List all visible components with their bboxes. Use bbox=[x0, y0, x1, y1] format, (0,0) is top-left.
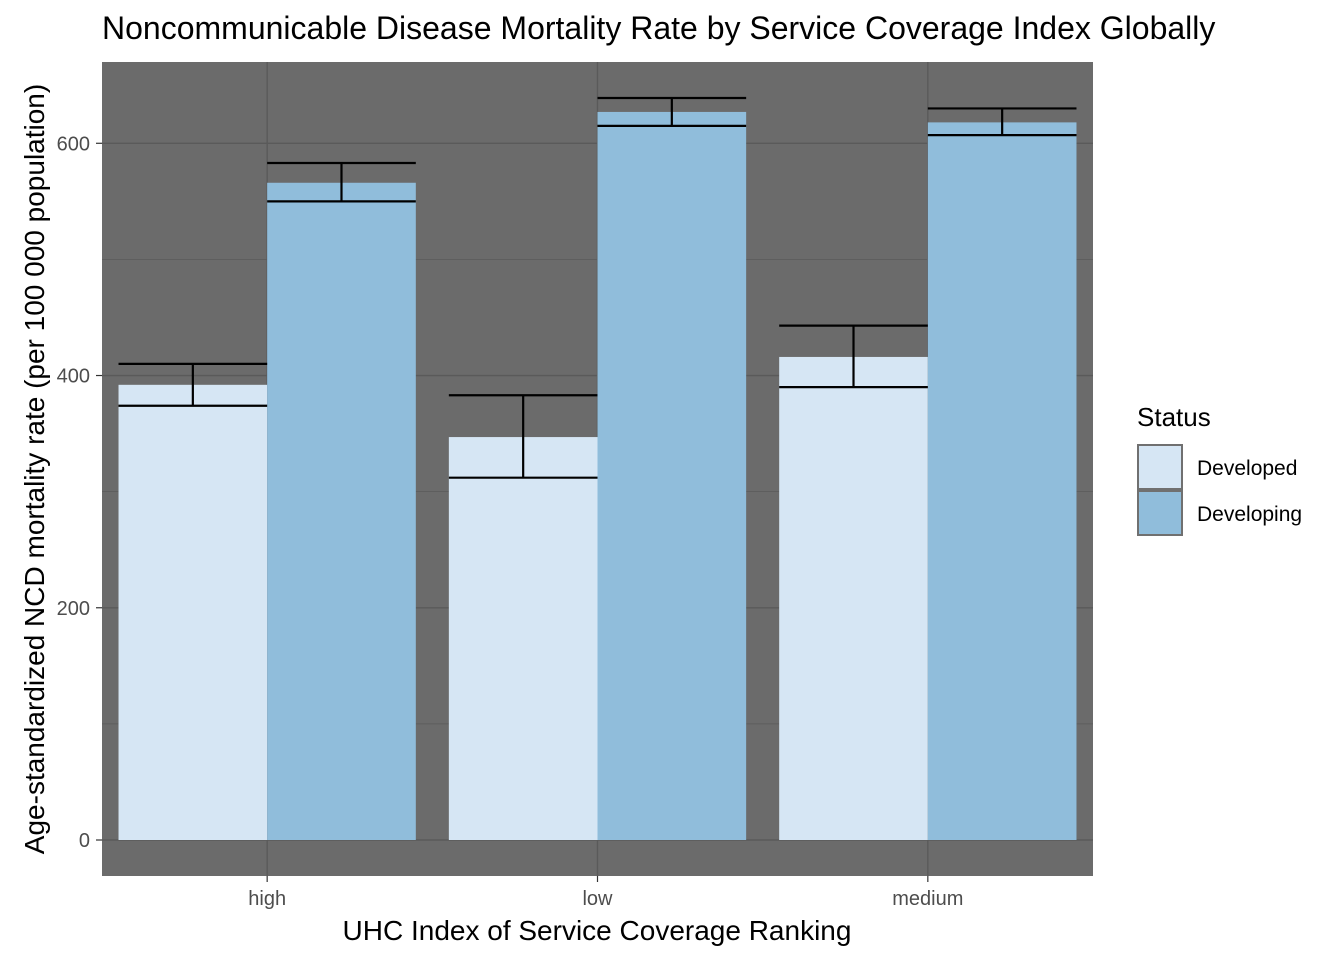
legend: Status Developed Developing bbox=[1137, 402, 1302, 536]
error-bar-developing-medium bbox=[927, 107, 1077, 137]
y-axis: 0 200 400 600 bbox=[57, 133, 102, 852]
y-tick-label: 400 bbox=[57, 366, 90, 388]
y-tick-label: 200 bbox=[57, 598, 90, 620]
legend-item-developed: Developed bbox=[1137, 444, 1297, 490]
x-axis: high low medium bbox=[248, 876, 963, 910]
bar-developing-low bbox=[597, 111, 747, 841]
y-axis-title: Age-standardized NCD mortality rate (per… bbox=[19, 84, 50, 854]
error-bars bbox=[118, 96, 1077, 479]
legend-swatch bbox=[1137, 490, 1183, 536]
x-tick-label: medium bbox=[892, 888, 963, 910]
error-bar-developed-high bbox=[118, 362, 268, 407]
error-bar-developed-medium bbox=[779, 324, 928, 389]
legend-label: Developing bbox=[1197, 503, 1302, 526]
legend-title: Status bbox=[1137, 402, 1211, 432]
x-tick-label: low bbox=[582, 888, 613, 910]
bar-developing-high bbox=[267, 182, 416, 841]
error-bar-developed-low bbox=[448, 394, 598, 479]
y-tick-label: 0 bbox=[79, 830, 90, 852]
bar-developed-medium bbox=[779, 356, 928, 841]
x-tick-label: high bbox=[248, 888, 286, 910]
bars bbox=[118, 111, 1077, 841]
legend-label: Developed bbox=[1197, 457, 1297, 480]
bar-developed-high bbox=[118, 384, 268, 841]
legend-item-developing: Developing bbox=[1137, 490, 1302, 536]
x-axis-title: UHC Index of Service Coverage Ranking bbox=[343, 915, 852, 946]
y-tick-label: 600 bbox=[57, 133, 90, 155]
chart-title: Noncommunicable Disease Mortality Rate b… bbox=[102, 10, 1215, 46]
legend-swatch bbox=[1137, 444, 1183, 490]
error-bar-developing-low bbox=[597, 96, 747, 127]
bar-developed-low bbox=[448, 437, 598, 841]
error-bar-developing-high bbox=[267, 161, 416, 203]
bar-developing-medium bbox=[927, 122, 1077, 841]
